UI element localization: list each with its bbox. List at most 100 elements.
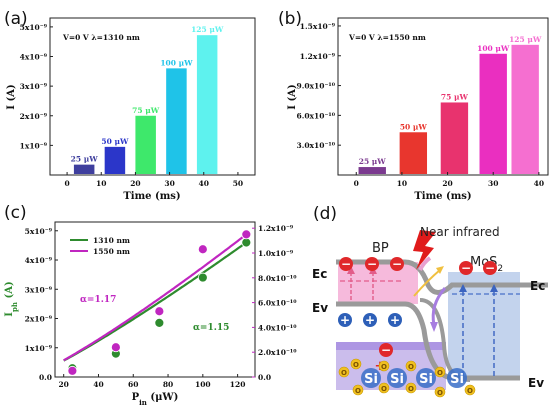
panel-c-x-tick-label-1: 40 bbox=[93, 380, 103, 389]
si-label-2: Si bbox=[419, 372, 433, 387]
si-atom-3 bbox=[447, 368, 467, 388]
point-1-4 bbox=[241, 229, 252, 240]
panel-b-label: (b) bbox=[278, 9, 302, 29]
electron-1 bbox=[365, 257, 379, 271]
panel-b-x-tick-label-3: 30 bbox=[488, 179, 498, 188]
electron-4 bbox=[483, 261, 497, 275]
panel-b-bar-label-3: 100 μW bbox=[477, 44, 510, 53]
panel-c-right-tick-label-2: 4.0x10⁻¹⁰ bbox=[258, 323, 297, 332]
panel-a-x-axis-label: Time (ms) bbox=[123, 191, 180, 202]
panel-a-plot-frame bbox=[49, 17, 256, 176]
panel-a-x-tick-label-5: 50 bbox=[233, 179, 243, 188]
panel-c-x-tick-label-2: 60 bbox=[128, 380, 138, 389]
panel-a-y-tick-label-2: 3x10⁻⁹ bbox=[20, 82, 47, 91]
si-label-1: Si bbox=[390, 372, 404, 387]
panel-c-points bbox=[67, 229, 252, 376]
hole-sign-2: + bbox=[390, 313, 400, 327]
panel-c-right-tick-label-3: 6.0x10⁻¹⁰ bbox=[258, 299, 297, 308]
o-label-0: O bbox=[341, 369, 347, 377]
panel-a-label: (a) bbox=[4, 9, 28, 29]
o-label-3: O bbox=[381, 363, 387, 371]
panel-a-bar-4 bbox=[196, 35, 218, 174]
hole-1 bbox=[363, 313, 377, 327]
panel-b-y-ticks: 3.0x10⁻¹⁰ 6.0x10⁻¹⁰ 9.0x10⁻¹⁰ 1.2x10⁻⁹ 1.5x1… bbox=[297, 22, 341, 150]
panel-a-x-tick-label-4: 40 bbox=[199, 179, 209, 188]
panel-c-y-axis-label: Iph (A) bbox=[4, 281, 19, 316]
panel-a-x-tick-label-3: 30 bbox=[164, 179, 174, 188]
panel-c-right-tick-label-4: 8.0x10⁻¹⁰ bbox=[258, 274, 297, 283]
panel-c-right-y-ticks: 0.0 2.0x10⁻¹⁰ 4.0x10⁻¹⁰ 6.0x10⁻¹⁰ 8.0x10⁻¹⁰ 1… bbox=[252, 224, 297, 382]
electron-sign-3: − bbox=[461, 261, 471, 275]
panel-b-bar-label-2: 75 μW bbox=[441, 92, 469, 101]
panel-b-y-tick-label-4: 1.5x10⁻⁹ bbox=[300, 22, 335, 31]
panel-c-left-tick-label-1: 1x10⁻⁹ bbox=[25, 344, 52, 353]
panel-a-y-tick-label-4: 5x10⁻⁹ bbox=[20, 23, 47, 32]
o-atom-7 bbox=[434, 386, 446, 398]
panel-b-x-tick-label-1: 10 bbox=[397, 179, 407, 188]
panel-b-bar-2 bbox=[440, 102, 469, 174]
lightning-icon bbox=[413, 230, 436, 270]
panel-a-y-tick-label-3: 4x10⁻⁹ bbox=[20, 53, 47, 62]
panel-d-label: (d) bbox=[313, 204, 337, 224]
electron-sign-5: − bbox=[381, 343, 391, 357]
legend-label-1310: 1310 nm bbox=[93, 236, 130, 245]
panel-a-x-tick-label-1: 10 bbox=[96, 179, 106, 188]
electron-0 bbox=[339, 257, 353, 271]
panel-b-bar-label-0: 25 μW bbox=[359, 157, 387, 166]
panel-c-label: (c) bbox=[4, 203, 27, 223]
panel-c-left-tick-label-4: 4x10⁻⁹ bbox=[25, 256, 52, 265]
panel-c-left-tick-label-0: 0.0 bbox=[39, 373, 52, 382]
panel-a-bar-label-0: 25 μW bbox=[71, 155, 99, 164]
fit-curve-1 bbox=[63, 230, 251, 362]
si-label-0: Si bbox=[364, 372, 378, 387]
bp-label: BP bbox=[372, 241, 389, 256]
panel-a-y-axis-label: I (A) bbox=[6, 84, 17, 109]
panel-b-y-tick-label-2: 9.0x10⁻¹⁰ bbox=[297, 82, 336, 91]
panel-c-legend: 1310 nm 1550 nm bbox=[70, 236, 130, 256]
panel-c-left-y-ticks: 0.0 1x10⁻⁹ 2x10⁻⁹ 3x10⁻⁹ 4x10⁻⁹ 5x10⁻⁹ bbox=[25, 227, 58, 382]
o-label-4: O bbox=[408, 385, 414, 393]
panel-c-left-tick-label-3: 3x10⁻⁹ bbox=[25, 285, 52, 294]
ev-left-label: Ev bbox=[312, 301, 328, 315]
o-atom-0 bbox=[338, 366, 350, 378]
point-1-1 bbox=[110, 342, 121, 353]
hole-0 bbox=[338, 313, 352, 327]
panel-c-x-tick-label-4: 100 bbox=[195, 380, 211, 389]
point-1-0 bbox=[67, 365, 78, 376]
o-atom-5 bbox=[405, 360, 417, 372]
o-label-7: O bbox=[437, 389, 443, 397]
panel-a-bar-label-3: 100 μW bbox=[160, 58, 193, 67]
ec-left-label: Ec bbox=[312, 267, 327, 281]
panel-b: (b) V=0 V λ=1550 nm 25 μW 50 μW 75 μW 100 μ… bbox=[278, 9, 549, 202]
panel-a-x-ticks: 0 10 20 30 40 50 bbox=[64, 172, 243, 188]
point-1-2 bbox=[154, 306, 165, 317]
hole-2 bbox=[388, 313, 402, 327]
mos2-excitation-arrows bbox=[459, 284, 498, 376]
ev-right-label: Ev bbox=[528, 376, 544, 390]
point-0-4 bbox=[241, 237, 252, 248]
o-atom-9 bbox=[350, 358, 362, 370]
o-atom-2 bbox=[378, 382, 390, 394]
panel-b-bar-0 bbox=[358, 167, 386, 174]
panel-a-y-tick-label-1: 2x10⁻⁹ bbox=[20, 112, 47, 121]
panel-a-bar-label-4: 125 μW bbox=[191, 25, 224, 34]
panel-b-plot-frame bbox=[337, 17, 549, 176]
panel-a-x-tick-label-2: 20 bbox=[130, 179, 140, 188]
near-infrared-label: Near infrared bbox=[420, 225, 500, 239]
panel-a-x-tick-label-0: 0 bbox=[64, 179, 69, 188]
legend-label-1550: 1550 nm bbox=[93, 247, 130, 256]
conduction-band-edge bbox=[336, 259, 548, 295]
panel-b-y-tick-label-0: 3.0x10⁻¹⁰ bbox=[297, 141, 336, 150]
panel-a-y-ticks: 1x10⁻⁹ 2x10⁻⁹ 3x10⁻⁹ 4x10⁻⁹ 5x10⁻⁹ bbox=[20, 23, 53, 150]
panel-c-left-tick-label-5: 5x10⁻⁹ bbox=[25, 227, 52, 236]
pink-transfer-arrow bbox=[418, 256, 432, 271]
mos2-band-region bbox=[448, 272, 520, 380]
panel-a-bar-1 bbox=[104, 146, 126, 174]
hole-transfer-arrow bbox=[431, 287, 447, 326]
panel-a-bar-label-1: 50 μW bbox=[101, 137, 129, 146]
